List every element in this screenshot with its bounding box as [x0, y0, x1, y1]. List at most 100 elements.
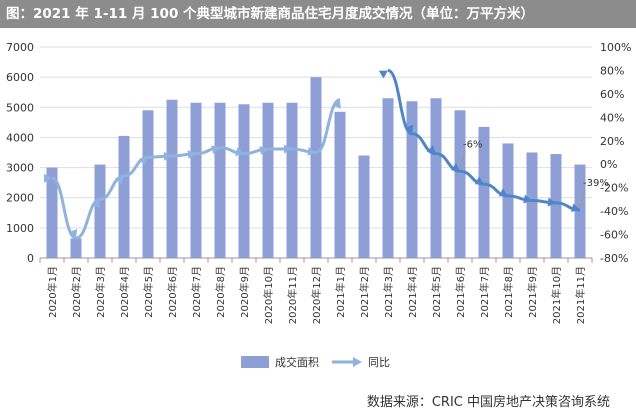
legend-swatch-bar	[241, 356, 269, 368]
bar	[118, 135, 130, 258]
yoy-arrow	[44, 173, 52, 183]
yoy-arrow	[211, 145, 220, 155]
x-tick-label: 2020年11月	[286, 266, 299, 324]
x-tick-label: 2021年9月	[526, 266, 539, 318]
bar	[94, 164, 106, 258]
y-right-tick-label: 20%	[600, 135, 624, 148]
x-tick-label: 2021年5月	[430, 266, 443, 318]
bar	[382, 98, 394, 258]
y-left-tick-label: 3000	[6, 162, 34, 175]
yoy-arrow	[163, 151, 172, 161]
yoy-arrow	[547, 197, 556, 207]
yoy-arrow	[450, 162, 460, 172]
annotation-leader	[579, 189, 586, 209]
x-tick-label: 2020年7月	[190, 266, 203, 318]
bar	[262, 102, 274, 258]
yoy-arrow	[307, 146, 316, 156]
x-tick-label: 2021年6月	[454, 266, 467, 318]
x-tick-label: 2021年10月	[550, 266, 563, 324]
x-tick-label: 2020年5月	[142, 266, 155, 318]
yoy-arrow	[115, 175, 124, 185]
y-right-tick-label: 60%	[600, 88, 624, 101]
x-tick-label: 2021年3月	[382, 266, 395, 318]
y-left-tick-label: 6000	[6, 71, 34, 84]
bar	[454, 110, 466, 258]
bar	[358, 155, 370, 258]
yoy-arrow	[523, 194, 532, 204]
y-right-tick-label: 80%	[600, 64, 624, 77]
bar	[70, 238, 82, 258]
bar	[526, 152, 538, 258]
yoy-arrow	[378, 70, 388, 79]
annotation-leader	[459, 151, 466, 170]
legend-label: 同比	[368, 356, 390, 369]
annotation-label: -39%	[583, 178, 609, 189]
yoy-arrow	[474, 176, 484, 185]
y-left-tick-label: 4000	[6, 131, 34, 144]
line-series	[44, 68, 581, 240]
y-left-tick-label: 5000	[6, 101, 34, 114]
yoy-arrow	[284, 144, 292, 154]
y-left-tick-label: 7000	[6, 41, 34, 54]
y-right-tick-label: 100%	[600, 41, 631, 54]
yoy-arrow	[235, 147, 244, 157]
bar	[286, 102, 298, 258]
annotation-label: -6%	[463, 139, 482, 150]
bar	[502, 143, 514, 258]
x-tick-label: 2020年6月	[166, 266, 179, 318]
axes: 0 1000 2000 3000 4000 5000 6000 7000 -80% -60% -40…	[6, 41, 631, 324]
x-tick-label: 2020年1月	[46, 266, 59, 318]
legend-label: 成交面积	[275, 355, 319, 369]
x-tick-label: 2021年1月	[334, 266, 347, 318]
yoy-arrow	[332, 99, 341, 109]
data-source: 数据来源：CRIC 中国房地产决策咨询系统	[366, 395, 610, 410]
yoy-arrow	[404, 124, 414, 134]
legend-arrow	[353, 357, 362, 367]
x-tick-label: 2020年3月	[94, 266, 107, 318]
yoy-arrow	[426, 145, 436, 154]
x-tick-label: 2021年4月	[406, 266, 419, 318]
y-right-tick-label: 0%	[600, 158, 617, 171]
y-right-tick-label: 40%	[600, 111, 624, 124]
y-left-tick-label: 1000	[6, 222, 34, 235]
yoy-arrow	[259, 146, 268, 155]
bar	[550, 154, 562, 258]
yoy-arrow	[498, 188, 508, 197]
bar	[46, 167, 58, 258]
bar	[334, 111, 346, 258]
y-right-tick-label: -80%	[600, 252, 628, 265]
x-tick-label: 2020年4月	[118, 266, 131, 318]
y-right-tick-label: -40%	[600, 205, 628, 218]
x-tick-label: 2020年10月	[262, 266, 275, 324]
bar	[238, 104, 250, 259]
chart-title: 图：2021 年 1-11 月 100 个典型城市新建商品住宅月度成交情况（单位…	[0, 0, 636, 28]
yoy-arrow	[571, 203, 580, 213]
bar	[142, 110, 154, 258]
annotations: -6% -39%	[459, 139, 609, 209]
x-tick-label: 2021年7月	[478, 266, 491, 318]
x-tick-label: 2020年8月	[214, 266, 227, 318]
x-tick-label: 2020年12月	[310, 266, 323, 324]
bar	[190, 102, 202, 258]
bar	[166, 99, 178, 258]
x-tick-label: 2021年2月	[358, 266, 371, 318]
yoy-arrow	[68, 228, 78, 239]
y-right-tick-label: -60%	[600, 229, 628, 242]
bar	[214, 102, 226, 258]
legend: 成交面积 同比	[241, 355, 390, 369]
y-left-tick-label: 0	[27, 252, 34, 265]
x-tick-label: 2020年2月	[70, 266, 83, 318]
yoy-arrow	[187, 149, 196, 159]
y-right-tick-label: -20%	[600, 182, 628, 195]
x-tick-label: 2021年11月	[574, 266, 587, 324]
bar	[406, 101, 418, 258]
yoy-arrow	[138, 157, 148, 166]
bar	[430, 98, 442, 258]
bar	[478, 126, 490, 258]
bar-series	[46, 77, 586, 259]
bar	[310, 77, 322, 259]
yoy-arrow	[91, 199, 100, 209]
y-left-tick-label: 2000	[6, 192, 34, 205]
